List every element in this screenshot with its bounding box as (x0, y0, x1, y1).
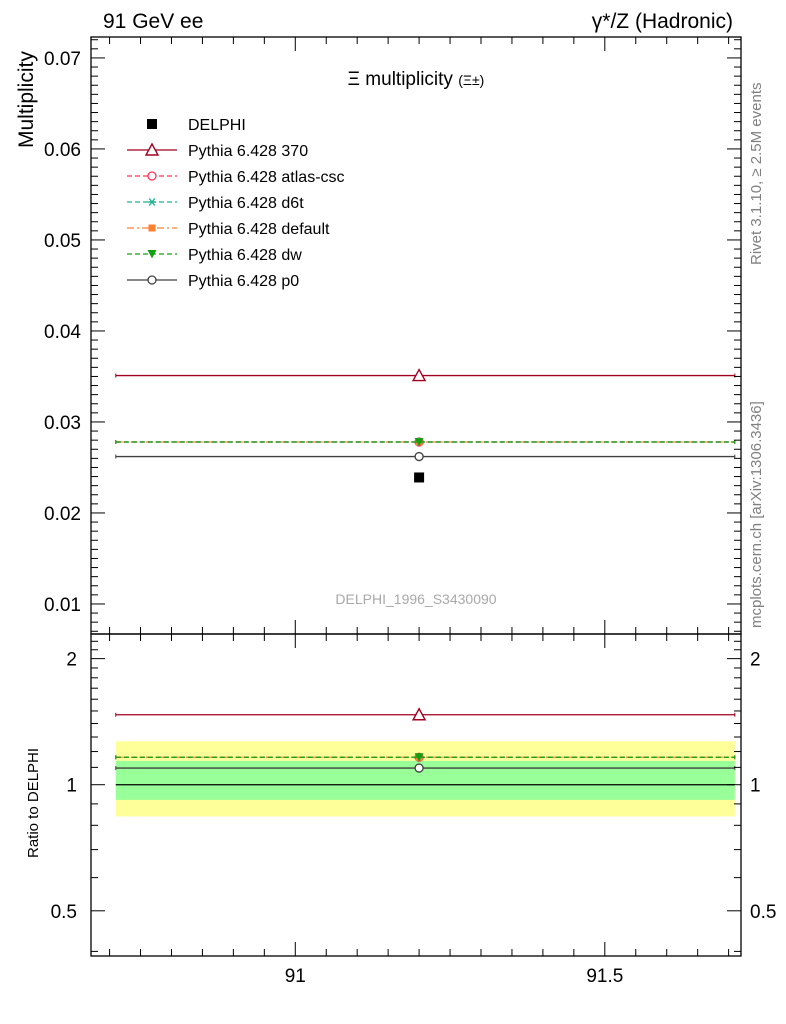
legend-marker-0 (144, 142, 160, 156)
main-ytick-label: 0.02 (44, 504, 81, 525)
header-left: 91 GeV ee (103, 10, 203, 33)
ratio-ytick-label-right: 1 (750, 776, 761, 797)
main-title-text: Ξ multiplicity (348, 69, 454, 90)
legend-label-0: Pythia 6.428 370 (188, 143, 308, 160)
legend-label-2: Pythia 6.428 d6t (188, 195, 304, 212)
ratio-band-green (115, 760, 735, 800)
main-ytick-label: 0.01 (44, 595, 81, 616)
main-ytick-label: 0.07 (44, 49, 81, 70)
legend-marker-delphi (147, 119, 157, 129)
series-0 (115, 368, 736, 382)
legend-label-5: Pythia 6.428 p0 (188, 273, 299, 290)
ratio-series-0 (115, 707, 736, 721)
legend-label-delphi: DELPHI (188, 117, 246, 134)
series-marker-0 (411, 368, 427, 382)
ratio-ytick-label-right: 2 (750, 650, 761, 671)
main-ytick-label: 0.03 (44, 413, 81, 434)
ratio-ytick-label: 2 (66, 650, 77, 671)
ratio-marker-0 (411, 707, 427, 721)
legend-label-3: Pythia 6.428 default (188, 221, 330, 238)
main-title: Ξ multiplicity (Ξ±) (348, 69, 485, 90)
ratio-xtick-label: 91.5 (586, 966, 623, 987)
series-marker-4 (414, 437, 424, 447)
main-ytick-label: 0.05 (44, 231, 81, 252)
legend-marker-4 (147, 250, 157, 259)
legend-label-1: Pythia 6.428 atlas-csc (188, 169, 345, 186)
ratio-marker-5 (414, 763, 424, 773)
analysis-watermark: DELPHI_1996_S3430090 (335, 591, 496, 607)
legend: DELPHI Pythia 6.428 370 Pythia 6.428 atlas… (127, 117, 345, 290)
mcplots-label: mcplots.cern.ch [arXiv:1306.3436] (748, 401, 765, 628)
ratio-xtick-label: 91 (285, 966, 306, 987)
legend-marker-3 (148, 224, 156, 232)
ratio-marker-4 (414, 753, 424, 762)
ratio-series-4 (115, 753, 736, 762)
axis-ticks: 0.01 0.02 0.03 0.04 0.05 0.06 0.07 91 91.5 0.5 0.5… (44, 37, 776, 987)
main-ylabel: Multiplicity (15, 51, 38, 148)
rivet-label: Rivet 3.1.10, ≥ 2.5M events (748, 83, 765, 266)
main-ytick-label: 0.06 (44, 140, 81, 161)
data-point-delphi (414, 472, 425, 483)
ratio-frame (90, 633, 742, 957)
series-5 (115, 451, 736, 462)
ratio-bands (115, 741, 735, 817)
legend-marker-2 (148, 198, 156, 206)
main-series (115, 368, 736, 483)
ratio-ylabel: Ratio to DELPHI (25, 748, 42, 858)
header-right: γ*/Z (Hadronic) (592, 10, 733, 33)
legend-label-4: Pythia 6.428 dw (188, 247, 302, 264)
ratio-series (115, 707, 736, 773)
legend-marker-1 (147, 171, 157, 181)
ratio-ytick-label: 0.5 (51, 902, 77, 923)
legend-marker-5 (147, 275, 157, 285)
ratio-series-5 (115, 763, 736, 773)
ratio-ytick-label-right: 0.5 (750, 902, 776, 923)
series-marker-5 (414, 451, 424, 462)
ratio-ytick-label: 1 (66, 776, 77, 797)
main-title-suffix: (Ξ±) (458, 72, 484, 88)
main-ytick-label: 0.04 (44, 322, 81, 343)
